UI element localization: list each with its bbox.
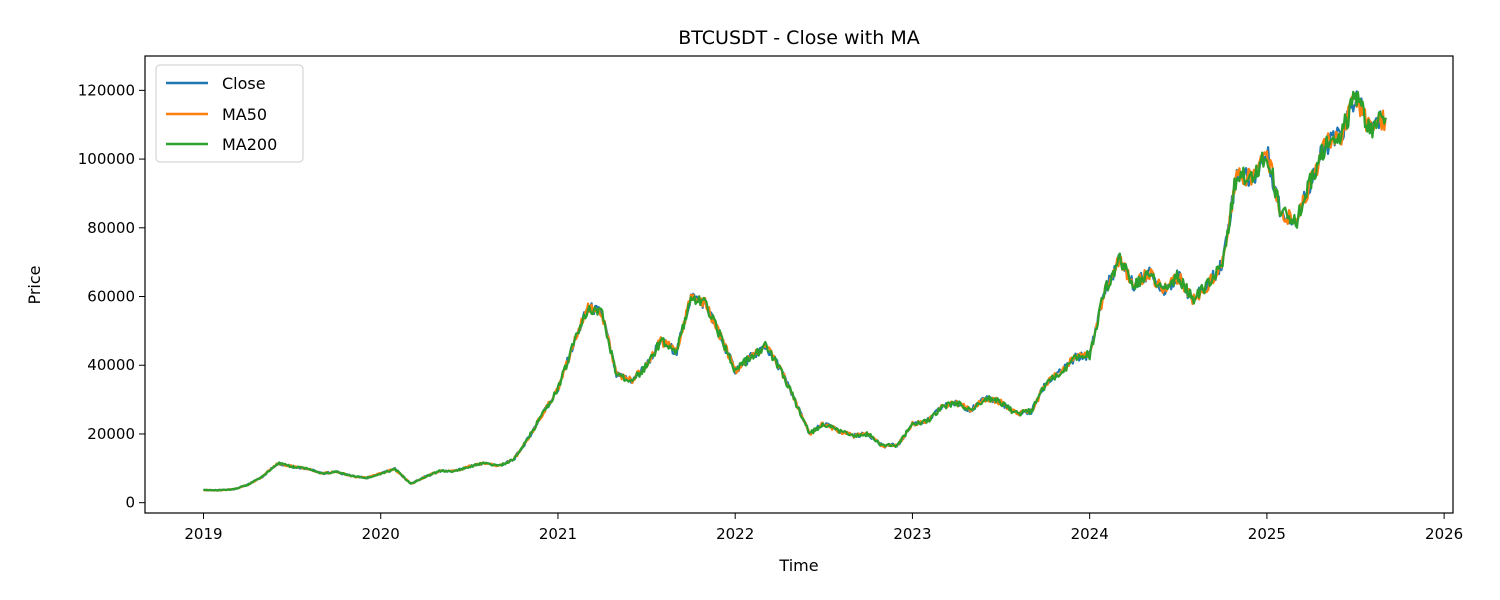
x-tick-label-2024: 2024 bbox=[1071, 525, 1109, 543]
x-tick-label-2026: 2026 bbox=[1425, 525, 1463, 543]
y-tick-label-120000: 120000 bbox=[78, 81, 135, 99]
x-tick-label-2019: 2019 bbox=[184, 525, 222, 543]
y-tick-label-100000: 100000 bbox=[78, 150, 135, 168]
x-tick-label-2025: 2025 bbox=[1248, 525, 1286, 543]
legend-box bbox=[155, 64, 304, 163]
x-tick-label-2021: 2021 bbox=[539, 525, 577, 543]
x-axis-ticks: 2019 2020 2021 2022 2023 2024 2025 2026 bbox=[184, 513, 1463, 543]
series-layer bbox=[202, 90, 1387, 492]
axes-frame bbox=[144, 55, 1454, 514]
x-tick-label-2022: 2022 bbox=[716, 525, 754, 543]
y-axis-ticks: 0 20000 40000 60000 80000 100000 120000 bbox=[78, 81, 145, 512]
legend-label-ma50: MA50 bbox=[222, 105, 267, 124]
plot-area bbox=[144, 55, 1454, 514]
x-tick-label-2023: 2023 bbox=[893, 525, 931, 543]
legend-label-ma200: MA200 bbox=[222, 135, 277, 154]
legend-label-close: Close bbox=[222, 74, 266, 93]
x-axis-label: Time bbox=[778, 556, 818, 575]
x-tick-label-2020: 2020 bbox=[362, 525, 400, 543]
legend: Close MA50 MA200 bbox=[155, 64, 304, 163]
y-tick-label-60000: 60000 bbox=[87, 288, 135, 306]
y-tick-label-0: 0 bbox=[125, 494, 135, 512]
y-tick-label-80000: 80000 bbox=[87, 219, 135, 237]
y-tick-label-40000: 40000 bbox=[87, 356, 135, 374]
y-tick-label-20000: 20000 bbox=[87, 425, 135, 443]
y-axis-label: Price bbox=[25, 265, 44, 304]
chart-title: BTCUSDT - Close with MA bbox=[678, 27, 919, 49]
series-line-ma200 bbox=[203, 90, 1387, 492]
